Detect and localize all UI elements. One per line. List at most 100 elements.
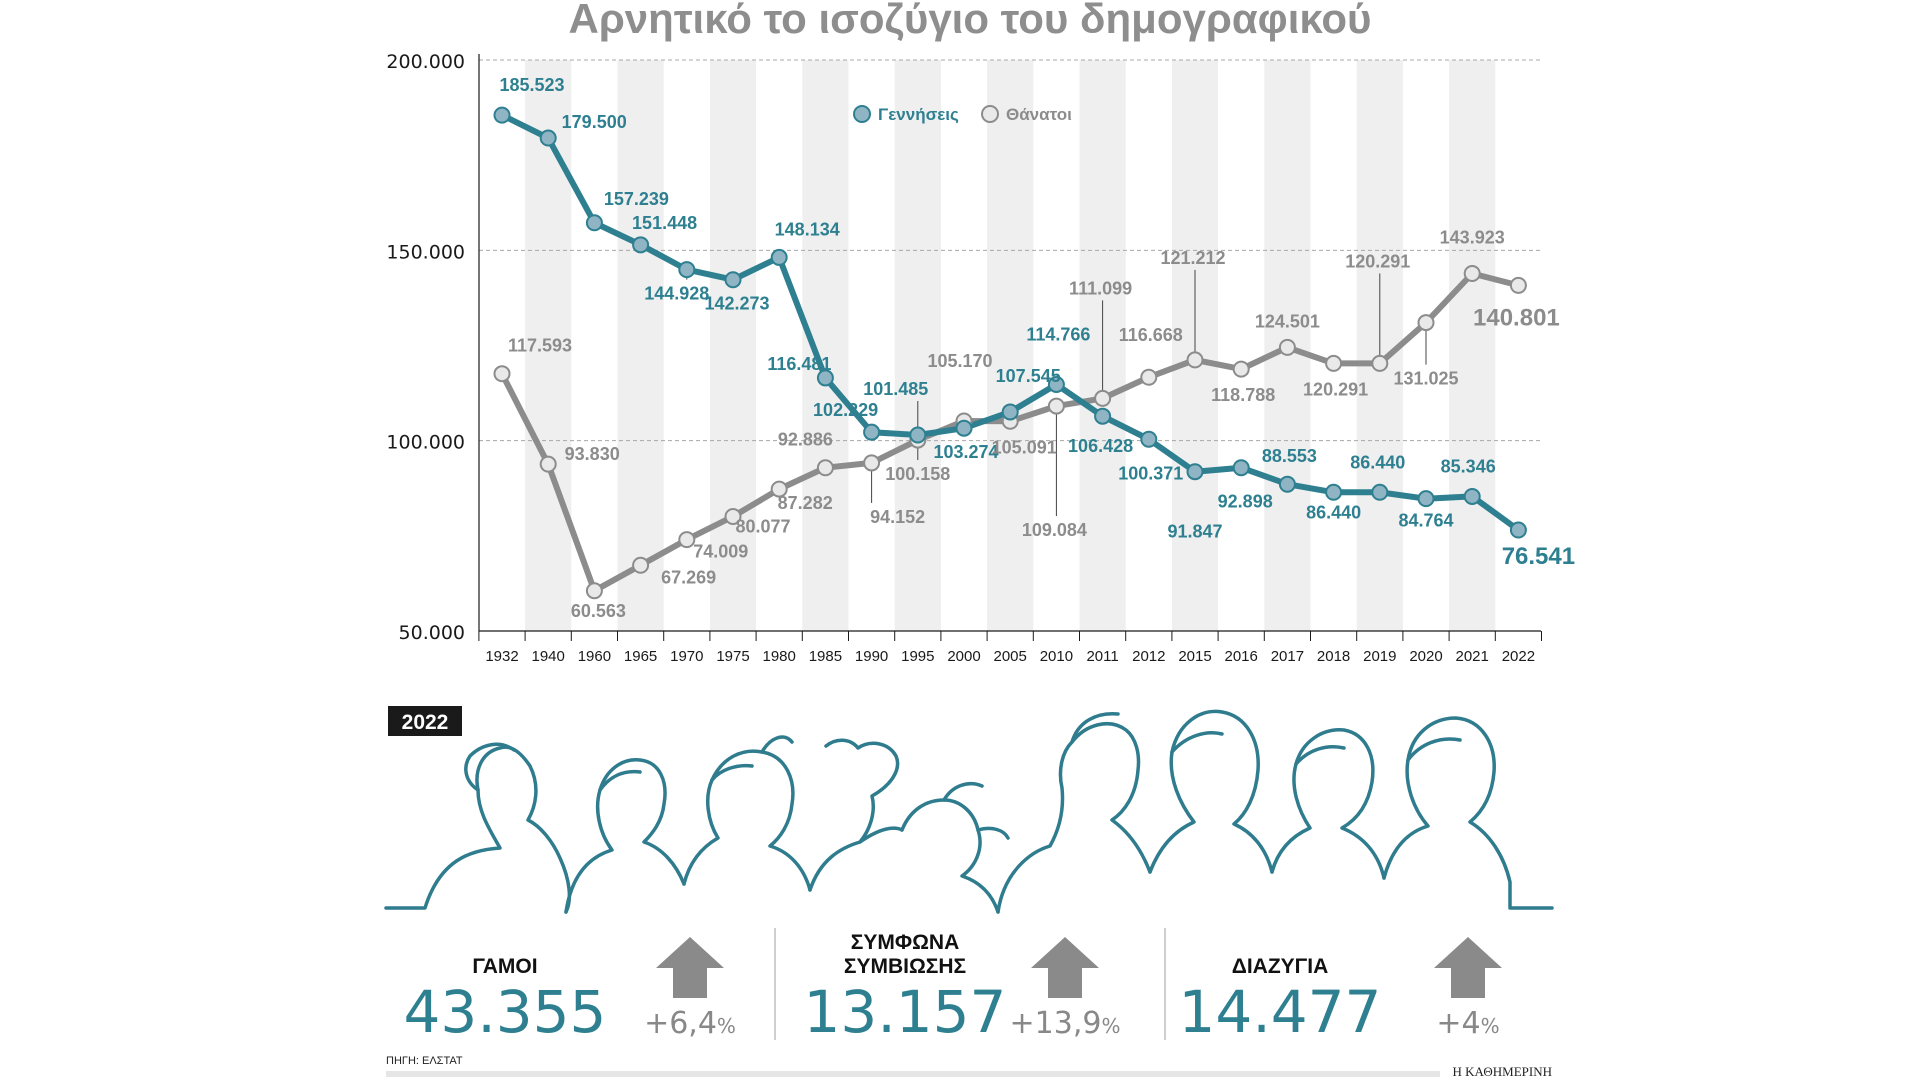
stat-value: 14.477 (1179, 978, 1382, 1046)
data-label-births: 106.428 (1068, 436, 1133, 456)
data-point-deaths (678, 531, 696, 549)
data-label-deaths: 140.801 (1473, 304, 1560, 331)
up-arrow-icon (656, 937, 724, 998)
data-point-births (678, 261, 696, 279)
data-point-deaths (1232, 360, 1250, 378)
stat-value: 43.355 (404, 978, 607, 1046)
x-tick-label: 1970 (670, 648, 703, 665)
data-label-births: 144.928 (644, 284, 709, 304)
data-label-deaths: 67.269 (661, 567, 716, 587)
data-label-deaths: 93.830 (565, 444, 620, 464)
year-badge-bg (388, 706, 462, 736)
y-tick-label: 50.000 (399, 622, 465, 644)
data-point-deaths (1186, 351, 1204, 369)
data-label-deaths: 124.501 (1255, 311, 1320, 331)
column-stripe (987, 60, 1034, 631)
data-label-deaths: 105.091 (992, 437, 1057, 457)
x-tick-label: 1932 (485, 648, 518, 665)
data-label-births: 85.346 (1441, 456, 1496, 476)
stat-label: ΣΥΜΒΙΩΣΗΣ (844, 955, 966, 978)
label-leader-lines (686, 269, 1427, 517)
data-label-births: 114.766 (1026, 324, 1090, 344)
data-label-deaths: 121.212 (1160, 248, 1225, 268)
x-tick-label: 1995 (901, 648, 934, 665)
data-label-births: 179.500 (562, 112, 627, 132)
data-point-deaths (816, 459, 834, 477)
stat-change-unit: % (1481, 1014, 1500, 1038)
publisher-logo: Η ΚΑΘΗΜΕΡΙΝΗ (1453, 1064, 1553, 1079)
data-point-births (1232, 459, 1250, 477)
data-label-deaths: 120.291 (1345, 251, 1410, 271)
stat-change-unit: % (717, 1014, 736, 1038)
people-silhouettes-illustration (384, 709, 1554, 914)
data-point-births (539, 129, 557, 147)
data-point-deaths (1509, 276, 1527, 294)
data-label-deaths: 116.668 (1119, 325, 1183, 345)
legend-marker-deaths (981, 105, 999, 123)
y-tick-label: 150.000 (386, 241, 465, 263)
data-point-deaths (770, 480, 788, 498)
data-label-births: 84.764 (1398, 511, 1453, 531)
data-point-births (1463, 487, 1481, 505)
stat-value: 13.157 (804, 978, 1007, 1046)
data-label-deaths: 109.084 (1022, 520, 1087, 540)
data-label-deaths: 117.593 (508, 336, 572, 356)
data-point-births (1140, 430, 1158, 448)
x-tick-label: 1985 (809, 648, 842, 665)
data-label-births: 103.274 (933, 442, 998, 462)
column-stripe (525, 60, 572, 631)
x-tick-label: 1940 (532, 648, 565, 665)
data-label-deaths: 120.291 (1303, 379, 1368, 399)
data-point-births (1417, 490, 1435, 508)
data-point-births (1001, 403, 1019, 421)
column-stripe (617, 60, 664, 631)
data-point-births (724, 271, 742, 289)
data-point-deaths (632, 556, 650, 574)
x-tick-label: 2010 (1040, 648, 1073, 665)
x-tick-label: 1990 (855, 648, 888, 665)
data-label-births: 116.481 (767, 354, 831, 374)
data-point-births (632, 236, 650, 254)
data-label-births: 102.229 (813, 400, 878, 420)
data-point-deaths (1325, 354, 1343, 372)
data-point-births (863, 423, 881, 441)
data-point-deaths (585, 582, 603, 600)
data-label-deaths: 74.009 (693, 542, 748, 562)
data-label-deaths: 94.152 (870, 507, 925, 527)
up-arrow-icon (1031, 937, 1099, 998)
data-label-births: 76.541 (1502, 543, 1575, 570)
x-tick-label: 2021 (1456, 648, 1489, 665)
data-point-births (1325, 483, 1343, 501)
data-point-births (1509, 521, 1527, 539)
chart-title: Αρνητικό το ισοζύγιο του δημογραφικού (568, 0, 1371, 42)
data-label-births: 107.545 (996, 366, 1061, 386)
data-label-births: 92.898 (1218, 492, 1273, 512)
stat-change-unit: % (1101, 1014, 1120, 1038)
data-point-deaths (539, 455, 557, 473)
data-point-deaths (1047, 397, 1065, 415)
stat-change: +13,9% (1010, 1006, 1121, 1041)
stat-label: ΓΑΜΟΙ (472, 955, 537, 978)
x-tick-label: 2018 (1317, 648, 1350, 665)
x-tick-label: 2015 (1178, 648, 1211, 665)
data-point-births (1186, 463, 1204, 481)
source-note: ΠΗΓΗ: ΕΛΣΤΑΤ (386, 1055, 463, 1067)
data-label-births: 157.239 (604, 189, 669, 209)
data-point-deaths (493, 365, 511, 383)
x-tick-label: 1980 (763, 648, 796, 665)
series-points (493, 106, 1527, 600)
x-tick-label: 2019 (1363, 648, 1396, 665)
data-label-births: 86.440 (1350, 452, 1405, 472)
y-axis: 200.000 150.000 100.000 50.000 (386, 51, 480, 644)
stat-label: ΣΥΜΦΩΝΑ (851, 931, 960, 954)
year-badge: 2022 (402, 711, 449, 734)
data-label-deaths: 100.158 (885, 464, 950, 484)
stat-change: +4% (1436, 1006, 1499, 1041)
data-point-births (1047, 375, 1065, 393)
y-tick-label: 200.000 (386, 51, 465, 73)
data-point-deaths (1094, 389, 1112, 407)
data-point-births (1094, 407, 1112, 425)
x-tick-label: 2011 (1086, 648, 1118, 665)
